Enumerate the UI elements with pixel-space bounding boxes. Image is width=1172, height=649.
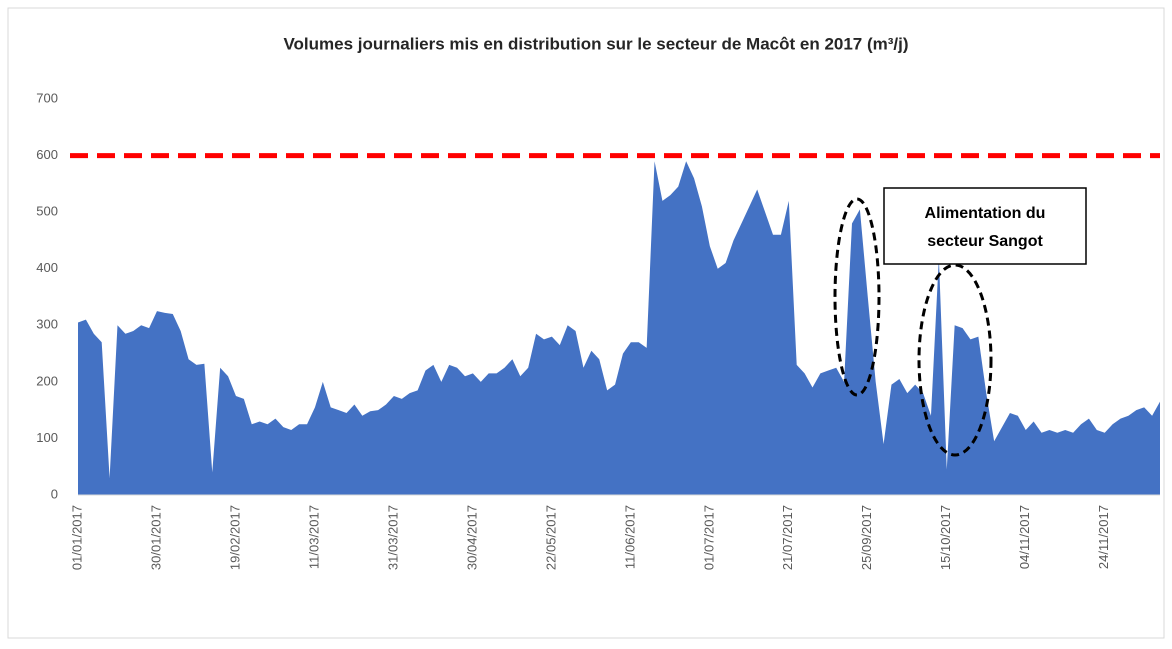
y-tick-label: 600 [36, 147, 58, 162]
x-tick-label: 19/02/2017 [227, 505, 242, 570]
y-tick-label: 300 [36, 317, 58, 332]
chart-border [7, 7, 1165, 639]
y-tick-label: 700 [36, 90, 58, 105]
annotation: secteur Sangot [927, 233, 1043, 250]
x-tick-label: 24/11/2017 [1096, 505, 1111, 569]
y-tick-label: 400 [36, 260, 58, 275]
x-tick-label: 04/11/2017 [1017, 505, 1032, 569]
x-tick-label: 22/05/2017 [543, 505, 558, 570]
x-tick-label: 30/01/2017 [148, 505, 163, 570]
x-tick-label: 30/04/2017 [464, 505, 479, 570]
highlight-ellipse [833, 197, 881, 397]
y-tick-label: 0 [51, 486, 58, 501]
x-tick-label: 31/03/2017 [385, 505, 400, 570]
area [78, 161, 1160, 495]
y-tick-label: 100 [36, 430, 58, 445]
y-tick-label: 200 [36, 373, 58, 388]
x-tick-label: 15/10/2017 [938, 505, 953, 570]
y-tick-label: 500 [36, 204, 58, 219]
plot-area: 0 100 200 300 400 500 600 700 01/01/2017 30/01/20… [36, 90, 1160, 570]
highlight-ellipse [917, 263, 993, 457]
x-tick-label: 11/06/2017 [622, 505, 637, 569]
x-tick-label: 11/03/2017 [306, 505, 321, 569]
x-tick-label: 01/07/2017 [701, 505, 716, 570]
x-tick-label: 21/07/2017 [780, 505, 795, 570]
annotation-box [883, 187, 1087, 265]
x-tick-label: 01/01/2017 [69, 505, 84, 570]
chart-title: Volumes journaliers mis en distribution … [283, 34, 908, 53]
x-tick-label: 25/09/2017 [859, 505, 874, 570]
annotation: Alimentation du [925, 205, 1046, 222]
